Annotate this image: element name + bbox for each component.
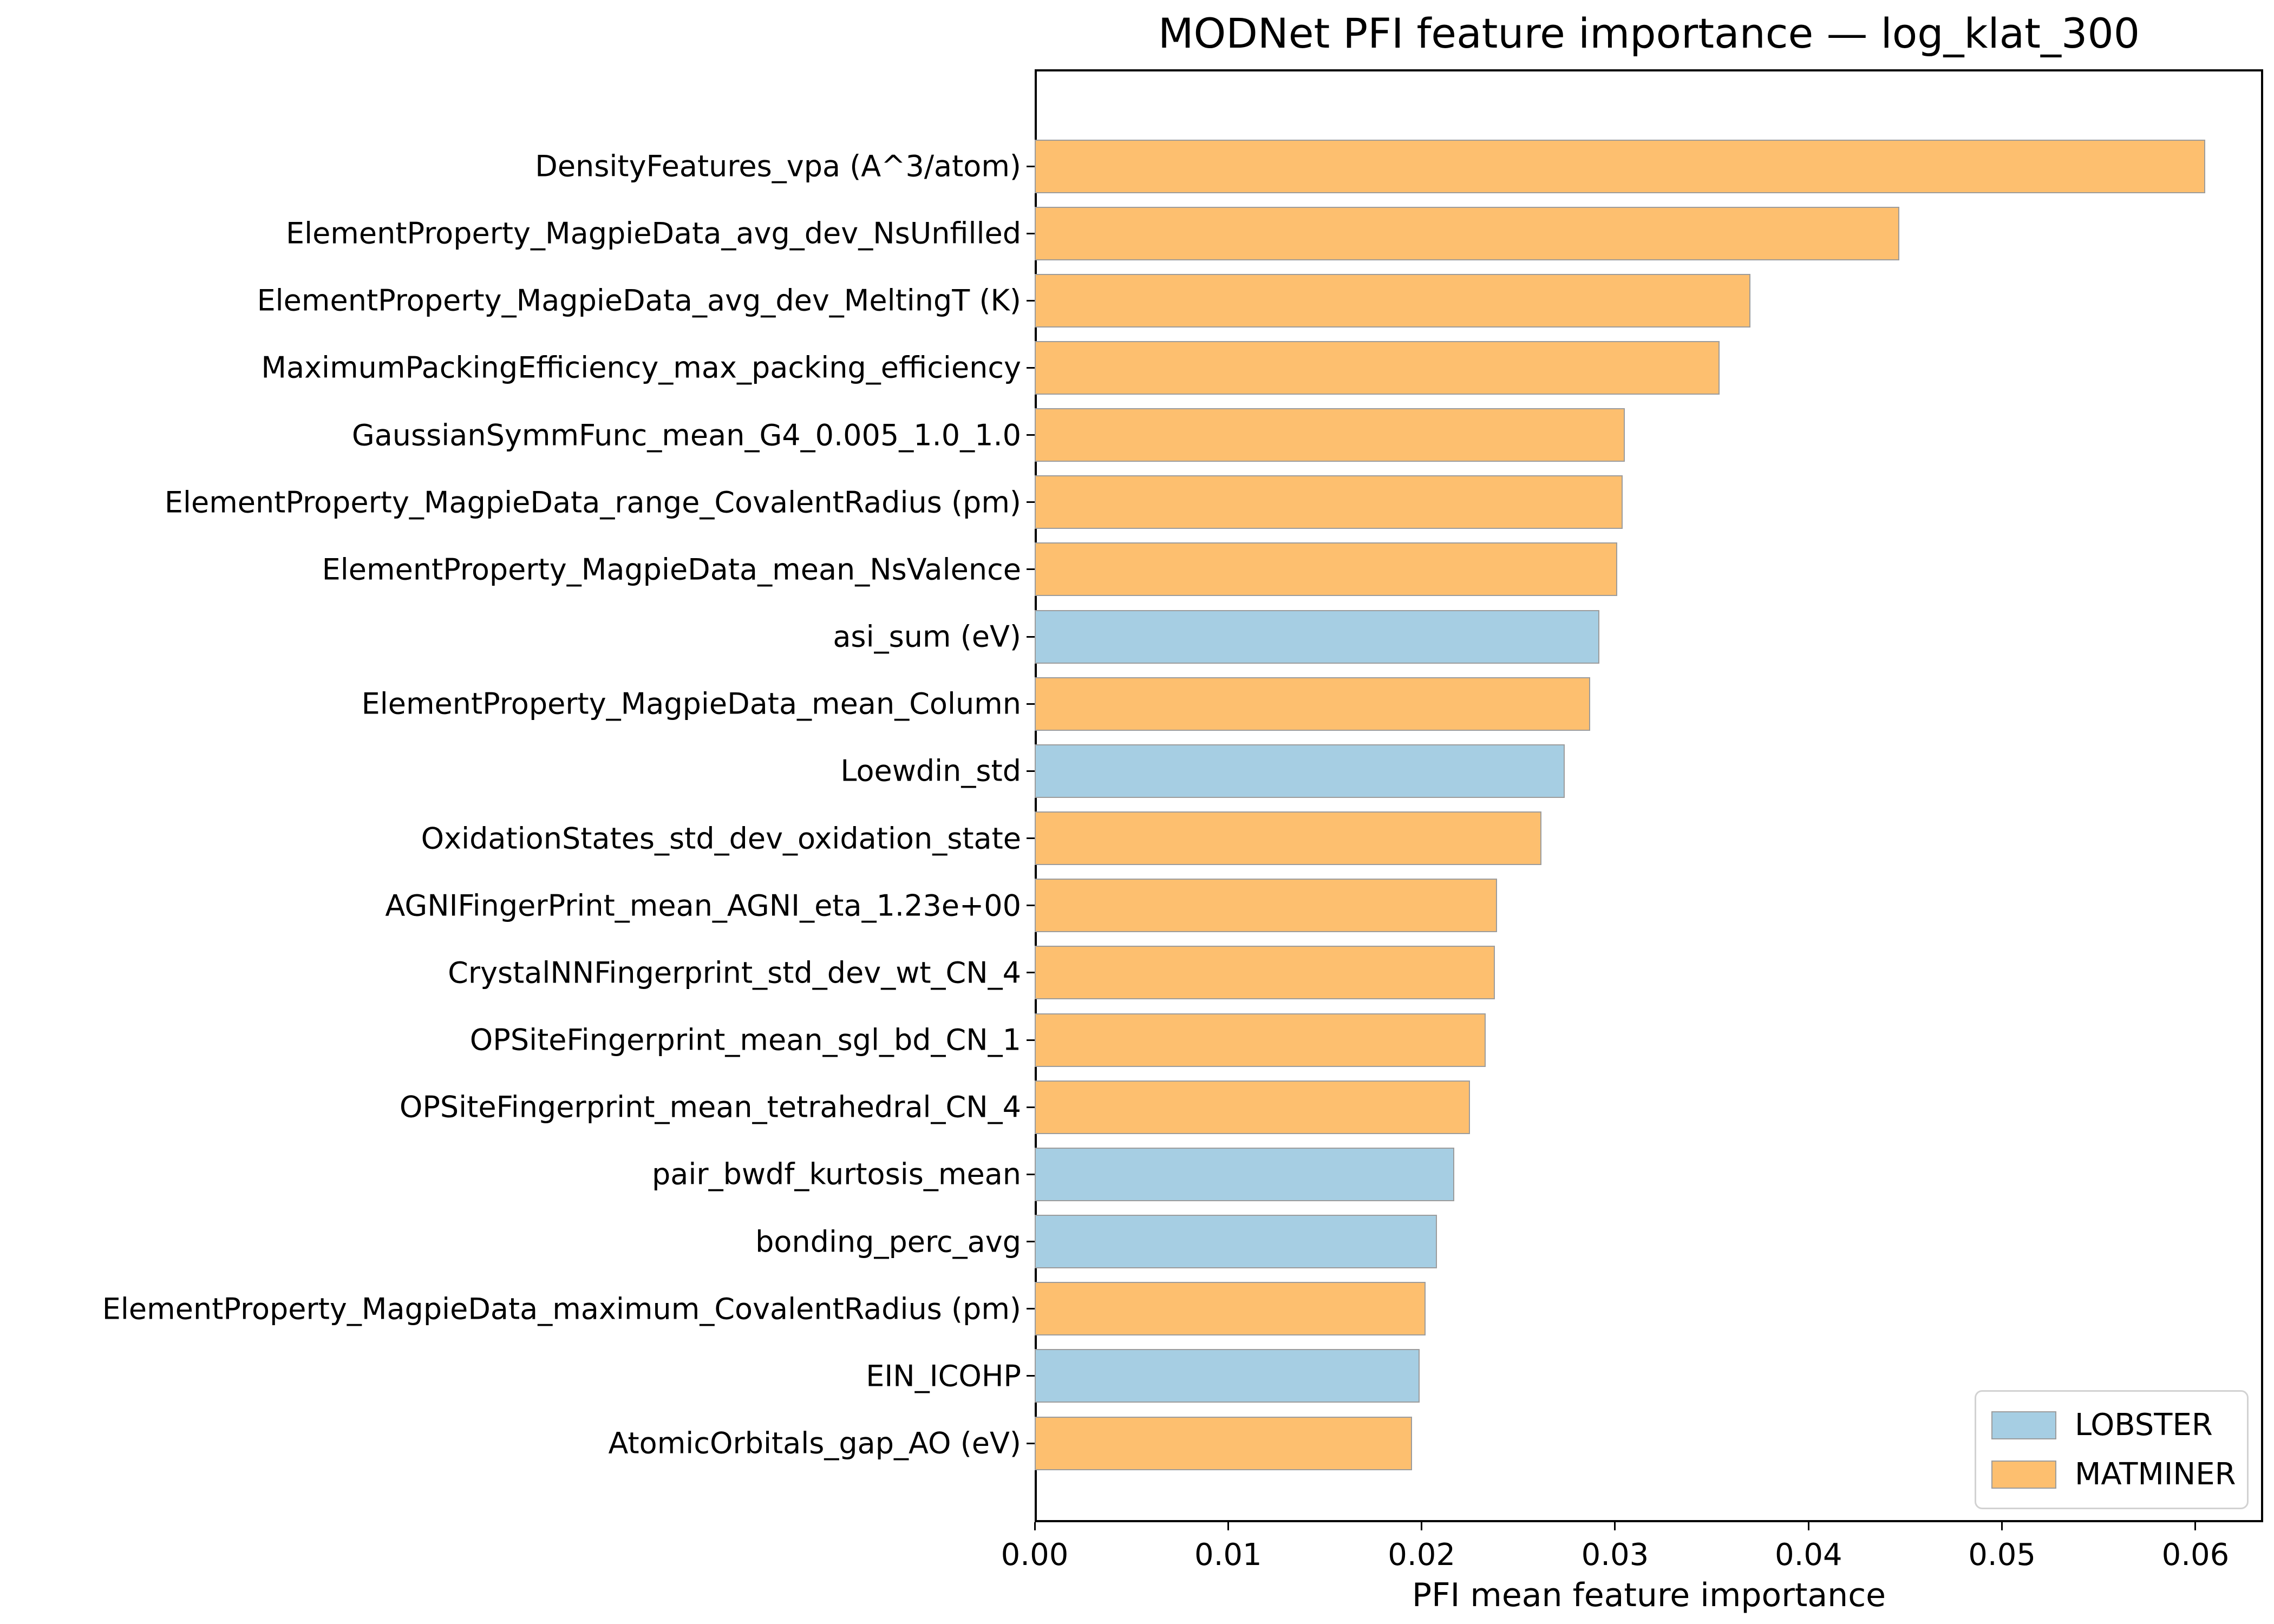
y-axis-label: EIN_ICOHP: [866, 1359, 1021, 1393]
chart-title: MODNet PFI feature importance — log_klat…: [1158, 9, 2140, 57]
y-axis-label: pair_bwdf_kurtosis_mean: [652, 1157, 1021, 1191]
y-tick-mark: [1027, 1241, 1035, 1243]
y-axis-label: bonding_perc_avg: [755, 1224, 1021, 1259]
x-tick-label: 0.05: [1968, 1537, 2036, 1573]
bar: [1035, 1282, 1426, 1336]
y-axis-label: DensityFeatures_vpa (A^3/atom): [535, 149, 1021, 184]
x-tick-mark: [1421, 1522, 1423, 1530]
y-tick-mark: [1027, 299, 1035, 302]
y-tick-mark: [1027, 501, 1035, 503]
x-tick-label: 0.04: [1774, 1537, 1842, 1573]
bar: [1035, 610, 1599, 664]
bar: [1035, 1416, 1412, 1470]
x-tick-mark: [2001, 1522, 2003, 1530]
legend-label: MATMINER: [2075, 1457, 2236, 1492]
bar: [1035, 1080, 1470, 1134]
x-tick-label: 0.01: [1194, 1537, 1262, 1573]
bar: [1035, 206, 1899, 260]
y-tick-mark: [1027, 1442, 1035, 1444]
y-axis-label: OxidationStates_std_dev_oxidation_state: [421, 821, 1021, 856]
x-tick-label: 0.06: [2161, 1537, 2230, 1573]
y-axis-label: CrystalNNFingerprint_std_dev_wt_CN_4: [448, 955, 1021, 990]
y-tick-mark: [1027, 703, 1035, 705]
x-tick-label: 0.03: [1581, 1537, 1649, 1573]
plot-area: 0.00 0.01 0.02 0.03 0.04 0.05 0.06: [1001, 69, 2263, 1573]
y-tick-mark: [1027, 905, 1035, 907]
y-tick-mark: [1027, 1375, 1035, 1377]
y-axis-label: ElementProperty_MagpieData_range_Covalen…: [164, 485, 1021, 520]
y-tick-mark: [1027, 165, 1035, 167]
bar: [1035, 811, 1541, 866]
bar: [1035, 677, 1590, 731]
bar: [1035, 744, 1565, 798]
right-spine: [2261, 69, 2263, 1522]
x-tick-mark: [1227, 1522, 1229, 1530]
bar: [1035, 273, 1750, 328]
y-axis-label: ElementProperty_MagpieData_avg_dev_Melti…: [257, 283, 1021, 318]
y-axis-label: AGNIFingerPrint_mean_AGNI_eta_1.23e+00: [385, 888, 1021, 923]
bar: [1035, 1013, 1486, 1067]
x-tick-mark: [1614, 1522, 1616, 1530]
bar: [1035, 340, 1720, 395]
y-tick-mark: [1027, 770, 1035, 772]
x-axis-label: PFI mean feature importance: [1412, 1576, 1886, 1614]
y-axis-label: ElementProperty_MagpieData_avg_dev_NsUnf…: [285, 216, 1021, 251]
legend-entry-matminer: MATMINER: [1991, 1457, 2247, 1492]
y-tick-mark: [1027, 434, 1035, 436]
bar: [1035, 879, 1497, 933]
y-axis-label: asi_sum (eV): [833, 619, 1021, 654]
y-tick-mark: [1027, 1308, 1035, 1310]
top-spine: [1035, 69, 2263, 71]
y-axis-label: GaussianSymmFunc_mean_G4_0.005_1.0_1.0: [351, 418, 1021, 453]
y-tick-mark: [1027, 837, 1035, 840]
y-axis-label: OPSiteFingerprint_mean_sgl_bd_CN_1: [469, 1023, 1021, 1057]
y-axis-label: OPSiteFingerprint_mean_tetrahedral_CN_4: [399, 1090, 1021, 1124]
x-tick-label: 0.00: [1001, 1537, 1069, 1573]
x-tick-mark: [1807, 1522, 1809, 1530]
y-tick-mark: [1027, 366, 1035, 369]
x-tick-mark: [2194, 1522, 2197, 1530]
y-tick-mark: [1027, 1106, 1035, 1108]
legend: LOBSTER MATMINER: [1975, 1390, 2249, 1509]
y-tick-mark: [1027, 1039, 1035, 1041]
lobster-color-swatch: [1991, 1411, 2056, 1439]
x-tick-label: 0.02: [1388, 1537, 1455, 1573]
bar: [1035, 1349, 1420, 1403]
bar: [1035, 1215, 1437, 1269]
y-axis-label: ElementProperty_MagpieData_maximum_Coval…: [102, 1292, 1021, 1326]
y-tick-mark: [1027, 972, 1035, 974]
y-axis-label: AtomicOrbitals_gap_AO (eV): [608, 1426, 1022, 1461]
bar: [1035, 475, 1623, 529]
y-tick-mark: [1027, 636, 1035, 638]
matminer-color-swatch: [1991, 1460, 2056, 1489]
bar: [1035, 408, 1625, 462]
y-axis-label: ElementProperty_MagpieData_mean_Column: [361, 686, 1021, 721]
y-axis-label: MaximumPackingEfficiency_max_packing_eff…: [261, 350, 1021, 385]
bar: [1035, 946, 1495, 1000]
bar: [1035, 139, 2205, 193]
y-tick-mark: [1027, 232, 1035, 234]
x-tick-mark: [1034, 1522, 1036, 1530]
bar: [1035, 542, 1617, 597]
x-axis-spine: [1035, 1520, 2263, 1522]
y-tick-mark: [1027, 1173, 1035, 1175]
y-axis-label: ElementProperty_MagpieData_mean_NsValenc…: [322, 552, 1021, 587]
y-tick-mark: [1027, 568, 1035, 571]
bar: [1035, 1147, 1454, 1201]
y-axis-label: Loewdin_std: [840, 754, 1021, 788]
legend-entry-lobster: LOBSTER: [1991, 1407, 2247, 1443]
legend-label: LOBSTER: [2075, 1407, 2213, 1443]
